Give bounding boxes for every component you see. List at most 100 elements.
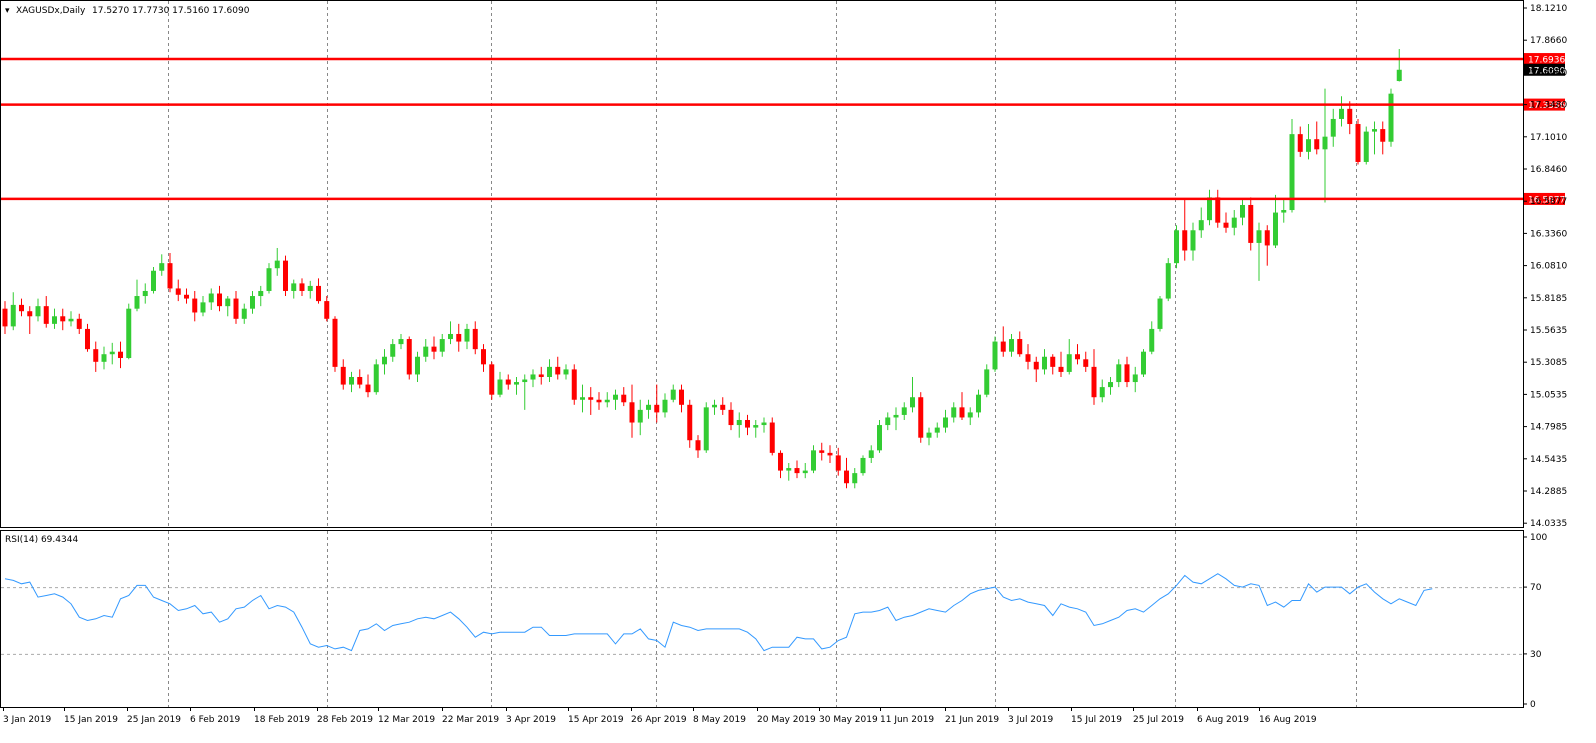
candle [786,462,792,481]
price-axis-label: 14.7985 [1530,423,1567,433]
candle-body [431,346,437,352]
candle-body [489,364,495,395]
candle-body [852,473,858,484]
price-panel[interactable] [0,0,1524,528]
candle [703,402,709,453]
candle-body [1033,361,1039,370]
price-axis-label: 15.8185 [1530,294,1567,304]
candle-body [538,374,544,377]
candle-body [60,316,66,322]
candle [109,342,115,365]
candle-body [27,311,33,317]
candle [1314,121,1320,155]
candle [629,384,635,438]
candle [324,296,330,322]
time-axis-label: 25 Jul 2019 [1133,715,1184,725]
candle-body [1322,136,1328,150]
candle [373,359,379,395]
candle-body [291,283,297,291]
candle [728,402,734,431]
candle-body [959,407,965,418]
candle [893,407,899,431]
time-axis-label: 6 Feb 2019 [190,715,241,725]
price-axis-label: 14.2885 [1530,487,1567,497]
time-axis-label: 3 Jul 2019 [1008,715,1053,725]
candle-body [448,333,453,340]
horizontal-levels[interactable]: 17.6936 17.3336 16.5877 17.6090 [1,53,1565,205]
candle-body [175,288,181,295]
candle [1025,344,1031,370]
candle-body [1075,354,1080,360]
candle-body [1347,108,1353,125]
time-axis-label: 11 Jun 2019 [880,715,934,725]
candle [85,323,90,352]
time-axis-label: 15 Apr 2019 [568,715,624,725]
time-axis-label: 20 May 2019 [757,715,816,725]
candle [1050,354,1056,375]
candle-body [563,369,569,375]
candle-body [1050,356,1056,367]
level-price-tag [1524,53,1565,66]
price-axis-label: 16.8460 [1530,165,1567,175]
candle [1396,49,1402,82]
candle-body [967,412,973,418]
candle [464,323,470,350]
candle [299,278,305,297]
candle [316,278,321,304]
candle [959,392,965,420]
candle-body [1380,129,1386,142]
time-axis-label: 18 Feb 2019 [254,715,310,725]
candle [76,313,82,334]
candle [415,351,420,383]
candle-body [786,468,792,471]
candle-body [720,404,726,410]
candle [1372,121,1377,155]
candle-body [258,290,264,297]
candle [68,311,74,327]
rsi-axis: 100 70 30 0 [1523,533,1547,710]
price-axis-label: 15.5635 [1530,326,1567,336]
candle-body [109,351,115,355]
time-axis-label: 25 Jan 2019 [127,715,181,725]
price-axis-label: 15.0535 [1530,390,1567,400]
candle-body [1339,108,1344,119]
candle-body [802,470,808,474]
candle-body [1330,118,1336,137]
candle-body [1281,210,1287,213]
candle-body [530,374,536,380]
candle [357,369,363,389]
candle-body [1297,134,1303,152]
candle-body [901,407,907,415]
time-axis-label: 3 Jan 2019 [3,715,51,725]
price-axis-label: 17.3480 [1530,101,1567,111]
candle-body [1141,351,1146,375]
price-axis-label: 15.3085 [1530,358,1567,368]
rsi-axis-label: 70 [1530,583,1542,593]
candle [382,349,387,375]
candle-body [68,318,74,322]
candle [134,279,140,312]
chart-menu-arrow-icon[interactable]: ▾ [5,6,10,16]
candle [175,279,181,302]
candle-body [1215,197,1221,223]
candle [1058,351,1064,377]
candle-body [1198,220,1204,231]
rsi-line [4,573,1433,652]
candle [472,321,478,355]
candle [431,336,437,360]
price-axis-label: 18.1210 [1530,4,1567,14]
candle [126,303,132,360]
time-axis-label: 26 Apr 2019 [631,715,687,725]
price-axis-label: 14.5435 [1530,455,1567,465]
price-axis: 18.1210 17.8660 17.6080 17.3480 17.1010 16.84… [1523,4,1567,529]
candle [1198,207,1204,238]
candle-body [877,425,882,451]
candle-body [134,296,140,309]
time-axis-label: 8 May 2019 [693,715,746,725]
rsi-panel[interactable] [0,530,1524,708]
candle-body [827,452,833,456]
candle [233,290,239,324]
candle-body [208,293,214,303]
candle [217,285,222,312]
